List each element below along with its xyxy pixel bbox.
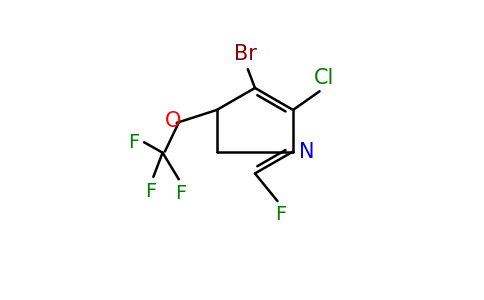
Text: Cl: Cl: [314, 68, 334, 88]
Text: N: N: [299, 142, 315, 161]
Text: F: F: [275, 205, 286, 224]
Text: Br: Br: [234, 44, 257, 64]
Text: F: F: [175, 184, 187, 203]
Text: F: F: [145, 182, 157, 200]
Text: F: F: [128, 133, 139, 152]
Text: O: O: [165, 112, 181, 131]
